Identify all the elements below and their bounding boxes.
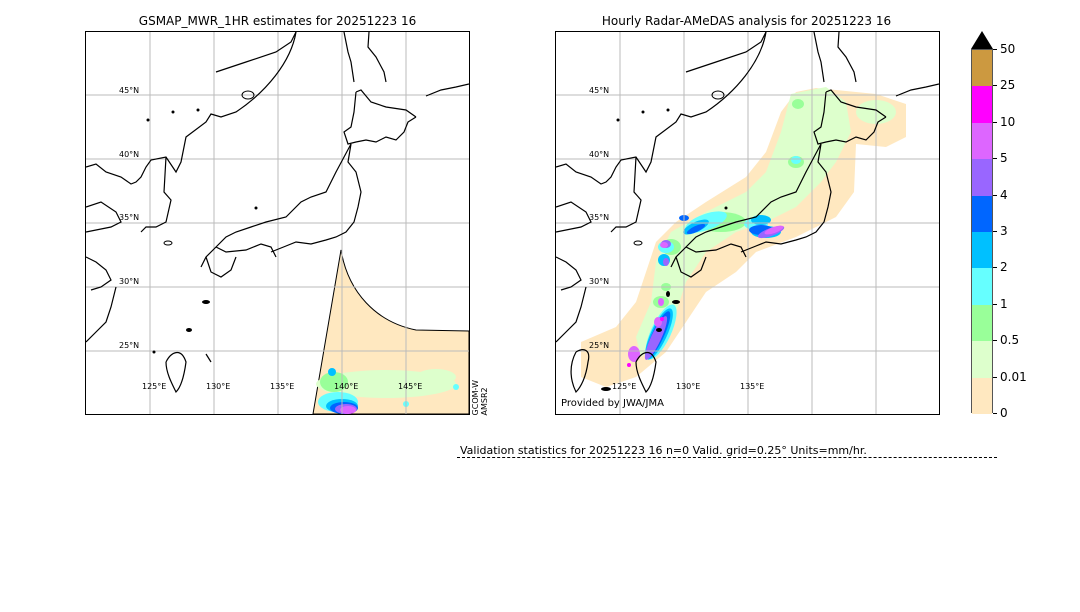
left-lat-label-35: 35°N bbox=[119, 213, 140, 222]
left-islands bbox=[146, 90, 258, 354]
colorbar-seg-2-3 bbox=[972, 232, 992, 269]
colorbar-seg-1-2 bbox=[972, 268, 992, 305]
colorbar-label-3: 3 bbox=[1000, 224, 1008, 238]
colorbar-tick bbox=[993, 231, 997, 232]
right-lat-label-40: 40°N bbox=[589, 150, 610, 159]
right-lat-label-25: 25°N bbox=[589, 341, 610, 350]
right-grid bbox=[556, 32, 939, 414]
rain-area-trace bbox=[581, 88, 906, 387]
colorbar-seg-3-4 bbox=[972, 195, 992, 232]
left-lat-label-25: 25°N bbox=[119, 341, 140, 350]
right-lat-label-35: 35°N bbox=[589, 213, 610, 222]
colorbar-tick bbox=[993, 85, 997, 86]
colorbar-tick bbox=[993, 340, 997, 341]
left-map-gsmap bbox=[85, 31, 470, 415]
right-lat-label-30: 30°N bbox=[589, 277, 610, 286]
left-lat-label-30: 30°N bbox=[119, 277, 140, 286]
right-lat-label-45: 45°N bbox=[589, 86, 610, 95]
left-precip-blobs bbox=[316, 368, 459, 414]
right-map-radar-amedas bbox=[555, 31, 940, 415]
colorbar-label-0: 0 bbox=[1000, 406, 1008, 420]
colorbar-seg-0.01-0.5 bbox=[972, 341, 992, 378]
rain-area-5mm bbox=[628, 225, 784, 362]
right-map-canvas bbox=[556, 32, 939, 414]
validation-statistics-text: Validation statistics for 20251223 16 n=… bbox=[460, 444, 867, 457]
right-map-title: Hourly Radar-AMeDAS analysis for 2025122… bbox=[601, 14, 892, 28]
colorbar-label-10: 10 bbox=[1000, 115, 1016, 129]
right-lon-label-135: 135°E bbox=[740, 382, 765, 391]
data-provider-credit: Provided by JWA/JMA bbox=[561, 398, 664, 409]
colorbar-seg-0-0.01 bbox=[972, 377, 992, 414]
right-lon-label-125: 125°E bbox=[612, 382, 637, 391]
colorbar-tick bbox=[993, 377, 997, 378]
colorbar-seg-4-5 bbox=[972, 159, 992, 196]
left-lon-label-135: 135°E bbox=[270, 382, 295, 391]
colorbar-label-0.5: 0.5 bbox=[1000, 333, 1020, 347]
left-map-title: GSMAP_MWR_1HR estimates for 20251223 16 bbox=[138, 14, 417, 28]
colorbar-label-50: 50 bbox=[1000, 42, 1016, 56]
right-lon-label-130: 130°E bbox=[676, 382, 701, 391]
colorbar-label-0.01: 0.01 bbox=[1000, 370, 1027, 384]
colorbar-tick bbox=[993, 304, 997, 305]
validation-dashed-divider bbox=[457, 457, 997, 458]
colorbar-extend-max-triangle bbox=[971, 31, 993, 49]
colorbar-tick bbox=[993, 267, 997, 268]
left-grid bbox=[86, 32, 469, 414]
colorbar-seg-0.5-1 bbox=[972, 304, 992, 342]
left-lon-label-140: 140°E bbox=[334, 382, 359, 391]
left-coastlines bbox=[86, 32, 469, 394]
satellite-sensor-label: GCOM-W AMSR2 bbox=[471, 380, 489, 415]
colorbar-tick bbox=[993, 122, 997, 123]
colorbar-label-1: 1 bbox=[1000, 297, 1008, 311]
left-lat-label-40: 40°N bbox=[119, 150, 140, 159]
colorbar-tick bbox=[993, 158, 997, 159]
colorbar-tick bbox=[993, 413, 997, 414]
colorbar-seg-10-25 bbox=[972, 86, 992, 123]
colorbar-label-2: 2 bbox=[1000, 260, 1008, 274]
precipitation-colorbar bbox=[971, 49, 993, 414]
left-lon-label-145: 145°E bbox=[398, 382, 423, 391]
satellite-name: GCOM-W bbox=[471, 380, 480, 416]
right-islands bbox=[601, 90, 728, 391]
colorbar-seg-25-50 bbox=[972, 50, 992, 87]
rain-area-10mm bbox=[627, 317, 664, 367]
colorbar-label-25: 25 bbox=[1000, 78, 1016, 92]
left-lat-label-45: 45°N bbox=[119, 86, 140, 95]
right-coastlines bbox=[556, 32, 939, 394]
colorbar-label-5: 5 bbox=[1000, 151, 1008, 165]
colorbar-tick bbox=[993, 195, 997, 196]
sensor-name: AMSR2 bbox=[480, 387, 489, 416]
colorbar-tick bbox=[993, 49, 997, 50]
left-lon-label-130: 130°E bbox=[206, 382, 231, 391]
left-map-canvas bbox=[86, 32, 469, 414]
colorbar-seg-5-10 bbox=[972, 122, 992, 160]
left-lon-label-125: 125°E bbox=[142, 382, 167, 391]
colorbar-label-4: 4 bbox=[1000, 188, 1008, 202]
